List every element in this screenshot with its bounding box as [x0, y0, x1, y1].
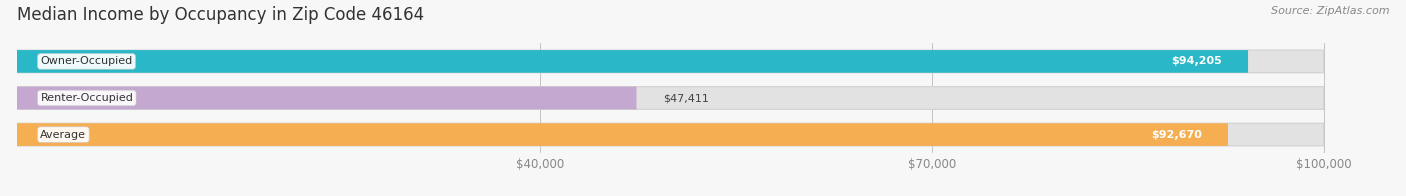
- FancyBboxPatch shape: [17, 50, 1324, 73]
- Text: Source: ZipAtlas.com: Source: ZipAtlas.com: [1271, 6, 1389, 16]
- FancyBboxPatch shape: [17, 123, 1324, 146]
- Text: Renter-Occupied: Renter-Occupied: [41, 93, 134, 103]
- FancyBboxPatch shape: [17, 123, 1227, 146]
- Text: $47,411: $47,411: [662, 93, 709, 103]
- Text: $94,205: $94,205: [1171, 56, 1222, 66]
- Text: Average: Average: [41, 130, 86, 140]
- FancyBboxPatch shape: [17, 87, 1324, 109]
- Text: Median Income by Occupancy in Zip Code 46164: Median Income by Occupancy in Zip Code 4…: [17, 6, 425, 24]
- FancyBboxPatch shape: [17, 50, 1249, 73]
- Text: Owner-Occupied: Owner-Occupied: [41, 56, 132, 66]
- Text: $92,670: $92,670: [1152, 130, 1202, 140]
- FancyBboxPatch shape: [17, 87, 637, 109]
